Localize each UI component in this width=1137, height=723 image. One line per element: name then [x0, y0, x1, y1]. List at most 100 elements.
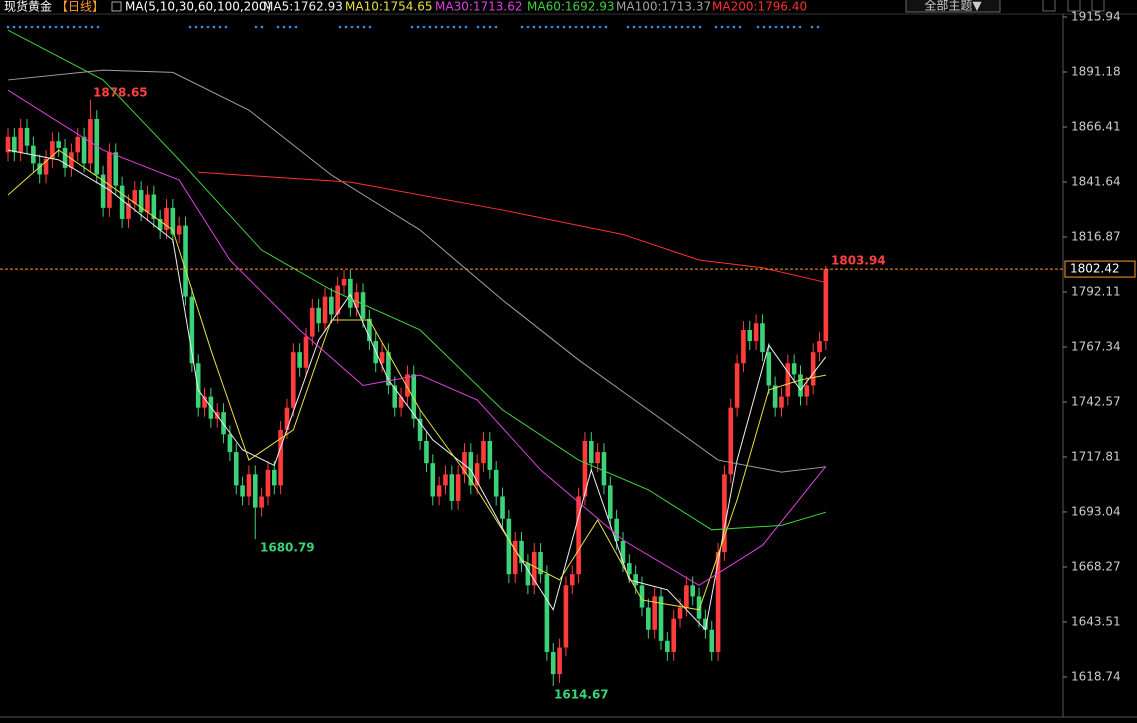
event-dot — [714, 25, 718, 29]
candle-body — [354, 292, 359, 308]
candle-body — [386, 352, 391, 386]
candle-body — [563, 585, 569, 648]
tool-button[interactable] — [1067, 0, 1081, 12]
legend-entry: MA30:1713.62 — [435, 0, 523, 14]
candle-body — [62, 147, 68, 168]
candle-body — [500, 496, 505, 519]
candle-body — [5, 136, 11, 153]
candle-body — [329, 296, 334, 315]
candle-body — [170, 207, 176, 235]
candle-body — [582, 440, 588, 497]
event-dot — [520, 25, 524, 29]
candle-body — [791, 363, 797, 375]
candle-body — [658, 596, 664, 641]
candle-body — [322, 296, 328, 324]
candle-body — [151, 194, 157, 219]
candle-body — [823, 269, 829, 342]
event-dot — [726, 25, 730, 29]
event-dot — [632, 25, 636, 29]
candle-body — [804, 385, 810, 397]
instrument-title: 现货黄金 — [4, 0, 52, 14]
event-dot — [544, 25, 548, 29]
event-dot — [188, 25, 192, 29]
y-tick-label: 1742.57 — [1071, 394, 1121, 408]
candle-body — [512, 540, 518, 575]
candle-body — [221, 412, 226, 435]
candle-body — [113, 152, 119, 186]
event-dot — [626, 25, 630, 29]
candle-body — [195, 363, 201, 408]
candle-body — [417, 418, 423, 441]
candle-body — [145, 194, 150, 213]
candle-body — [392, 385, 398, 408]
event-dot — [440, 25, 444, 29]
y-tick-label: 1618.74 — [1071, 669, 1121, 683]
event-dot — [416, 25, 420, 29]
event-dot — [96, 25, 100, 29]
event-dot — [556, 25, 560, 29]
event-dot — [428, 25, 432, 29]
ma-line — [7, 69, 826, 473]
candle-body — [297, 352, 302, 368]
candle-body — [271, 469, 277, 486]
event-dot — [798, 25, 802, 29]
candle-body — [544, 574, 550, 652]
tool-button[interactable] — [1091, 0, 1105, 12]
indicator-icon[interactable] — [111, 1, 122, 12]
event-dot — [768, 25, 772, 29]
theme-button[interactable] — [905, 0, 1001, 13]
candle-body — [690, 585, 696, 597]
y-tick-label: 1767.34 — [1071, 339, 1121, 353]
candle-body — [665, 640, 670, 652]
event-dot — [786, 25, 790, 29]
event-dot — [218, 25, 222, 29]
candle-body — [335, 285, 340, 315]
low-annotation: 1614.67 — [554, 688, 609, 702]
candle-body — [259, 496, 264, 508]
candle-body — [481, 440, 486, 464]
event-dot — [762, 25, 766, 29]
event-dot — [538, 25, 542, 29]
event-dot — [756, 25, 760, 29]
candle-body — [531, 552, 537, 586]
last-price-box — [1064, 260, 1136, 278]
event-dot — [260, 25, 264, 29]
y-tick-label: 1643.51 — [1071, 614, 1121, 628]
candle-body — [50, 141, 55, 159]
candle-body — [633, 574, 638, 586]
event-dot — [356, 25, 360, 29]
event-dot — [458, 25, 462, 29]
ma-line — [7, 29, 827, 531]
candle-body — [487, 440, 493, 470]
candle-body — [608, 485, 613, 519]
candle-body — [817, 341, 822, 353]
event-dot — [206, 25, 210, 29]
candle-body — [430, 463, 436, 497]
candle-body — [138, 190, 144, 213]
candle-body — [100, 174, 106, 208]
event-dot — [276, 25, 280, 29]
event-dot — [644, 25, 648, 29]
candle-body — [240, 485, 245, 497]
candle-body — [202, 396, 207, 408]
event-dot — [410, 25, 414, 29]
tool-button[interactable] — [1042, 0, 1056, 12]
y-tick-label: 1816.87 — [1071, 229, 1121, 243]
event-dot — [662, 25, 666, 29]
legend-entry: MA10:1754.65 — [345, 0, 433, 14]
event-dot — [368, 25, 372, 29]
candle-body — [18, 127, 23, 153]
candle-body — [684, 585, 689, 608]
high-annotation: 1878.65 — [93, 86, 148, 100]
event-dot — [574, 25, 578, 29]
event-dot — [526, 25, 530, 29]
candle-body — [614, 518, 619, 541]
event-dot — [12, 25, 16, 29]
legend-entry: MA100:1713.37 — [616, 0, 711, 14]
candle-body — [157, 218, 163, 231]
event-dot — [30, 25, 34, 29]
event-dot — [780, 25, 784, 29]
event-dot — [568, 25, 572, 29]
candle-body — [455, 474, 461, 501]
y-tick-label: 1891.18 — [1071, 64, 1121, 78]
